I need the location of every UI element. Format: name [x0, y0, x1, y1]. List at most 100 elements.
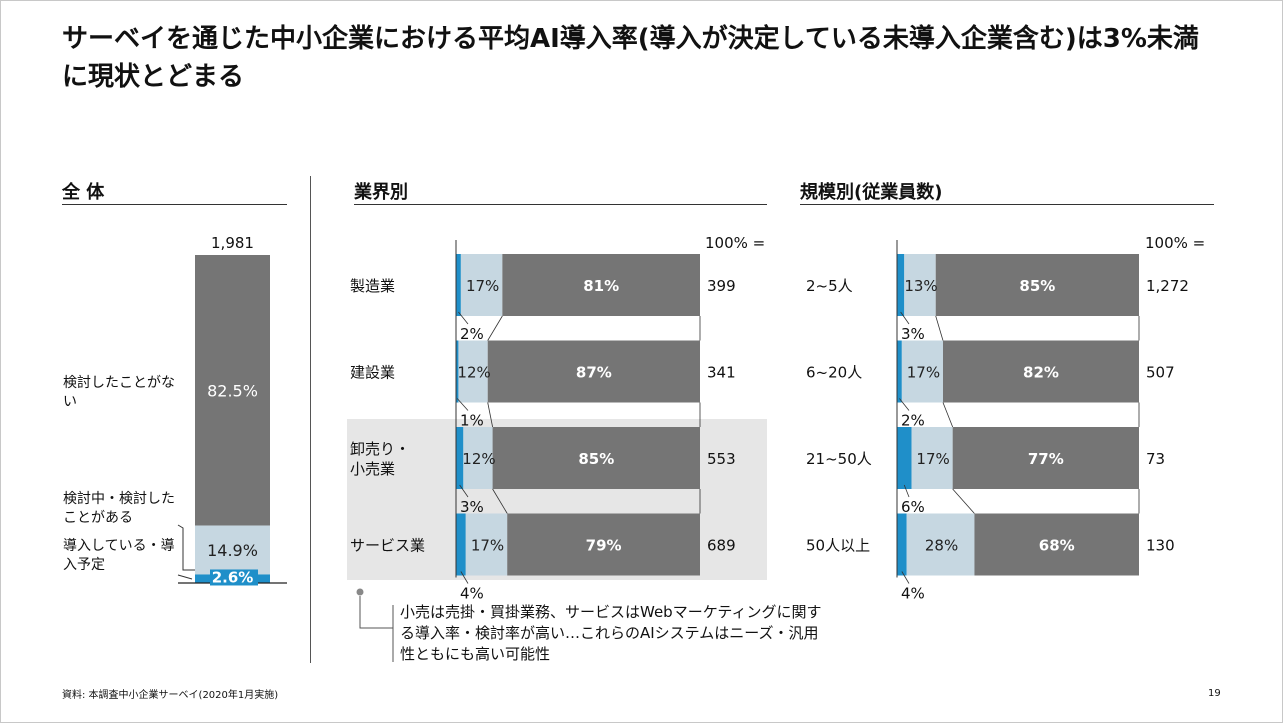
legend-label-considering: 検討中・検討したことがある [63, 491, 175, 526]
industry-row-3-adopted-leader [459, 484, 469, 498]
size-row-4-never-value-label: 68% [1039, 537, 1075, 555]
overall-bar-never [195, 255, 270, 526]
industry-row-4-n-label: 689 [707, 537, 736, 555]
size-row-1-n-label: 1,272 [1146, 277, 1189, 295]
size-row-1-considering-value-label: 13% [904, 277, 937, 295]
size-row-4-adopted-leader [901, 571, 910, 584]
legend-label-never: 検討したことがない [63, 375, 175, 410]
source-footnote: 資料: 本調査中小企業サーベイ(2020年1月実施) [62, 690, 279, 701]
industry-row-2-adopted-value-label: 1% [460, 412, 484, 430]
size-row-3-adopted-value-label: 6% [901, 498, 925, 516]
size-total-header: 100% = [1145, 234, 1206, 252]
size-row-2-adopted-value-label: 2% [901, 412, 925, 430]
industry-row-2-n-label: 341 [707, 364, 736, 382]
industry-row-2-adopted-bar [456, 340, 459, 403]
size-row-3-considering-value-label: 17% [916, 450, 949, 468]
industry-row-1-n-label: 399 [707, 277, 736, 295]
industry-row-3-considering-value-label: 12% [462, 450, 495, 468]
size-row-3-considering-bar [911, 427, 953, 489]
page-number: 19 [1208, 688, 1221, 699]
industry-row-4-adopted-bar [456, 513, 466, 576]
size-row-1-considering-bar [904, 254, 936, 316]
size-row-3-n-label: 73 [1146, 450, 1165, 468]
industry-row-4-never-bar [507, 513, 700, 576]
size-row-4-adopted-bar [897, 513, 907, 576]
callout-bracket [359, 596, 393, 629]
overall-adopted-value-label: 2.6% [212, 568, 254, 586]
industry-row-3-considering-bar [463, 427, 493, 489]
size-row-2-label: 6~20人 [806, 364, 862, 382]
section-title-overall: 全 体 [62, 182, 105, 203]
overall-adopted-label-bg [210, 569, 258, 586]
industry-row-2-never-value-label: 87% [576, 364, 612, 382]
size-row-3-adopted-leader [903, 484, 910, 498]
industry-row-1-adopted-leader [458, 311, 469, 325]
industry-row-3-connector [492, 488, 508, 514]
section-title-size: 規模別(従業員数) [800, 182, 943, 203]
legend-label-adopted: 導入している・導入予定 [63, 538, 175, 573]
industry-row-4-considering-bar [465, 513, 508, 576]
size-row-2-connector [942, 402, 954, 428]
overall-n-label: 1,981 [211, 234, 254, 252]
size-row-4-never-bar [974, 513, 1139, 576]
size-row-2-adopted-bar [897, 340, 902, 403]
size-row-1-label: 2~5人 [806, 277, 853, 295]
size-row-4-label: 50人以上 [806, 537, 870, 555]
size-row-4-considering-bar [906, 513, 975, 576]
industry-row-3-adopted-bar [456, 427, 464, 489]
industry-row-3-never-value-label: 85% [578, 450, 614, 468]
size-row-3-never-bar [952, 427, 1139, 489]
size-row-3-never-value-label: 77% [1028, 450, 1064, 468]
industry-row-3-adopted-value-label: 3% [460, 498, 484, 516]
size-row-1-never-bar [935, 254, 1139, 316]
callout-note: 小売は売掛・買掛業務、サービスはWebマーケティングに関する導入率・検討率が高い… [400, 603, 822, 663]
callout-bullet-icon [356, 588, 364, 596]
size-row-1-connector [935, 315, 944, 341]
industry-row-1-label: 製造業 [350, 277, 395, 295]
slide-title: サーベイを通じた中小企業における平均AI導入率(導入が決定している未導入企業含む… [62, 24, 1199, 92]
size-row-3-adopted-bar [897, 427, 912, 489]
size-row-1-adopted-value-label: 3% [901, 325, 925, 343]
industry-row-4-adopted-value-label: 4% [460, 585, 484, 603]
industry-row-1-adopted-bar [456, 254, 461, 316]
size-row-2-n-label: 507 [1146, 364, 1175, 382]
industry-row-2-connector [487, 402, 493, 428]
industry-row-1-considering-bar [460, 254, 503, 316]
industry-row-3-label-line2: 小売業 [350, 460, 395, 478]
industry-row-4-considering-value-label: 17% [471, 537, 504, 555]
industry-row-2-label: 建設業 [350, 364, 395, 382]
industry-row-2-considering-value-label: 12% [457, 364, 490, 382]
section-rule-size [800, 204, 1214, 205]
industry-row-3-never-bar [492, 427, 700, 489]
size-row-3-connector [952, 488, 975, 514]
overall-never-value-label: 82.5% [207, 381, 258, 400]
section-title-industry: 業界別 [354, 182, 408, 203]
industry-row-4-label: サービス業 [350, 537, 425, 555]
industry-row-3-n-label: 553 [707, 450, 736, 468]
column-separator [310, 176, 311, 663]
size-row-2-considering-bar [901, 340, 943, 403]
industry-total-header: 100% = [705, 234, 766, 252]
size-row-1-adopted-leader [900, 311, 910, 325]
industry-row-1-adopted-value-label: 2% [460, 325, 484, 343]
industry-row-3-label-line1: 卸売り・ [350, 440, 410, 458]
industry-row-2-considering-bar [458, 340, 488, 403]
size-row-4-n-label: 130 [1146, 537, 1175, 555]
size-row-2-adopted-leader [899, 398, 910, 411]
industry-row-4-never-value-label: 79% [586, 537, 622, 555]
size-row-2-never-value-label: 82% [1023, 364, 1059, 382]
overall-legend-bracket [177, 524, 195, 571]
industry-row-1-never-bar [502, 254, 700, 316]
section-rule-overall [62, 204, 287, 205]
overall-considering-value-label: 14.9% [207, 541, 258, 560]
industry-row-1-considering-value-label: 17% [466, 277, 499, 295]
industry-row-2-never-bar [487, 340, 700, 403]
size-row-4-considering-value-label: 28% [925, 537, 958, 555]
overall-bar-considering [195, 525, 270, 575]
size-row-3-label: 21~50人 [806, 450, 872, 468]
size-row-1-never-value-label: 85% [1019, 277, 1055, 295]
size-row-2-never-bar [942, 340, 1139, 403]
industry-row-1-never-value-label: 81% [583, 277, 619, 295]
overall-legend-leader [177, 574, 193, 580]
